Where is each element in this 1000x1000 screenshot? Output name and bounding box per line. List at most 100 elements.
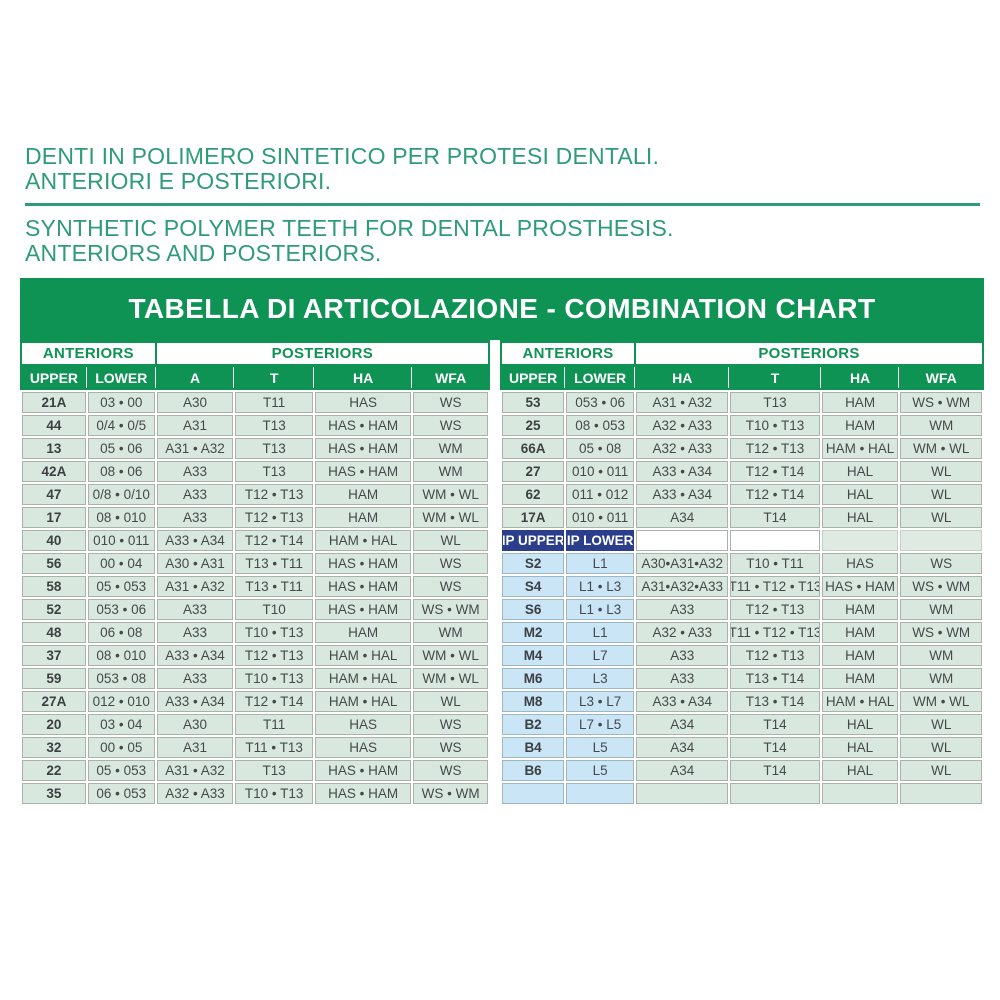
- table-cell: WM: [900, 668, 982, 689]
- table-cell: A31: [156, 415, 234, 436]
- table-cell: T12 • T13: [730, 599, 820, 620]
- left-posteriors-header: POSTERIORS: [156, 343, 488, 364]
- table-cell: A31: [156, 737, 234, 758]
- table-cell: WS • WM: [413, 783, 488, 804]
- table-cell: HAS • HAM: [315, 415, 412, 436]
- right-posteriors-header: POSTERIORS: [636, 343, 982, 364]
- table-cell: T13: [235, 760, 313, 781]
- table-cell: [636, 783, 729, 804]
- table-cell: T12 • T13: [235, 484, 313, 505]
- table-cell: A34: [636, 714, 729, 735]
- table-cell: L3: [566, 668, 635, 689]
- table-cell: A33: [156, 668, 234, 689]
- table-cell: 05 • 053: [87, 760, 155, 781]
- table-cell: 053 • 06: [566, 392, 635, 413]
- table-cell: A30•A31•A32: [636, 553, 729, 574]
- table-cell: A33 • A34: [156, 691, 234, 712]
- table-cell: [730, 530, 820, 551]
- table-cell: L5: [566, 760, 635, 781]
- table-cell: A31•A32•A33: [636, 576, 729, 597]
- table-cell: HAS: [315, 737, 412, 758]
- table-cell: T12 • T14: [235, 530, 313, 551]
- table-cell: 03 • 04: [87, 714, 155, 735]
- table-cell: 05 • 053: [87, 576, 155, 597]
- table-cell: 59: [22, 668, 86, 689]
- right-anteriors-header: ANTERIORS: [502, 343, 635, 364]
- table-cell: WL: [413, 530, 488, 551]
- table-cell: M6: [502, 668, 565, 689]
- table-cell: WM: [413, 438, 488, 459]
- table-cell: T13 • T11: [235, 553, 313, 574]
- table-cell: T14: [730, 507, 820, 528]
- title-italian-line1: DENTI IN POLIMERO SINTETICO PER PROTESI …: [25, 143, 660, 169]
- intro-block: DENTI IN POLIMERO SINTETICO PER PROTESI …: [25, 144, 980, 266]
- table-cell: 00 • 05: [87, 737, 155, 758]
- table-cell: 06 • 08: [87, 622, 155, 643]
- table-cell: T10: [235, 599, 313, 620]
- table-cell: WS: [413, 392, 488, 413]
- column-header: T: [728, 367, 819, 388]
- table-cell: A34: [636, 507, 729, 528]
- table-cell: A30 • A31: [156, 553, 234, 574]
- table-cell: T12 • T14: [730, 461, 820, 482]
- table-cell: A31 • A32: [156, 438, 234, 459]
- table-cell: HAL: [821, 737, 899, 758]
- table-cell: 011 • 012: [566, 484, 635, 505]
- table-cell: WM • WL: [413, 645, 488, 666]
- table-cell: WL: [900, 737, 982, 758]
- table-cell: 05 • 06: [87, 438, 155, 459]
- left-group-header-row: ANTERIORS POSTERIORS: [22, 343, 488, 364]
- table-cell: WS • WM: [413, 599, 488, 620]
- table-cell: S4: [502, 576, 565, 597]
- table-cell: A31 • A32: [156, 576, 234, 597]
- table-cell: A32 • A33: [636, 438, 729, 459]
- table-cell: HAS • HAM: [315, 599, 412, 620]
- table-cell: T10 • T13: [235, 668, 313, 689]
- table-cell: 17A: [502, 507, 565, 528]
- table-cell: HAS: [315, 714, 412, 735]
- column-header: WFA: [411, 367, 488, 388]
- table-cell: WM: [413, 461, 488, 482]
- table-cell: 27: [502, 461, 565, 482]
- table-cell: 32: [22, 737, 86, 758]
- table-cell: 42A: [22, 461, 86, 482]
- table-cell: 44: [22, 415, 86, 436]
- table-cell: HAS • HAM: [315, 461, 412, 482]
- table-cell: [730, 783, 820, 804]
- table-cell: T10 • T13: [235, 783, 313, 804]
- table-cell: 62: [502, 484, 565, 505]
- table-cell: T12 • T14: [730, 484, 820, 505]
- table-cell: HAM • HAL: [315, 691, 412, 712]
- table-cell: HAS • HAM: [315, 760, 412, 781]
- table-cell: T14: [730, 714, 820, 735]
- table-cell: 012 • 010: [87, 691, 155, 712]
- table-cell: [900, 530, 982, 551]
- table-cell: T13: [235, 461, 313, 482]
- table-cell: T12 • T13: [730, 645, 820, 666]
- table-cell: [900, 783, 982, 804]
- table-cell: 010 • 011: [566, 461, 635, 482]
- table-cell: 20: [22, 714, 86, 735]
- table-cell: L1 • L3: [566, 599, 635, 620]
- table-cell: WS: [900, 553, 982, 574]
- table-cell: T10 • T13: [235, 622, 313, 643]
- left-table: ANTERIORS POSTERIORS UPPER LOWER A T HA WFA 2…: [20, 340, 490, 806]
- table-cell: A33: [156, 507, 234, 528]
- table-cell: HAL: [821, 461, 899, 482]
- table-cell: HAM: [315, 622, 412, 643]
- table-cell: 52: [22, 599, 86, 620]
- table-cell: T11 • T13: [235, 737, 313, 758]
- table-cell: HAM • HAL: [315, 645, 412, 666]
- column-header: UPPER: [508, 369, 558, 386]
- ip-header-cell: IP LOWER: [566, 530, 635, 551]
- table-cell: HAS • HAM: [315, 783, 412, 804]
- column-header: A: [154, 367, 234, 388]
- table-cell: HAM: [821, 392, 899, 413]
- table-cell: [821, 783, 899, 804]
- table-cell: A34: [636, 760, 729, 781]
- table-cell: 40: [22, 530, 86, 551]
- table-cell: M2: [502, 622, 565, 643]
- table-cell: T13 • T11: [235, 576, 313, 597]
- table-cell: WL: [413, 691, 488, 712]
- table-cell: WL: [900, 461, 982, 482]
